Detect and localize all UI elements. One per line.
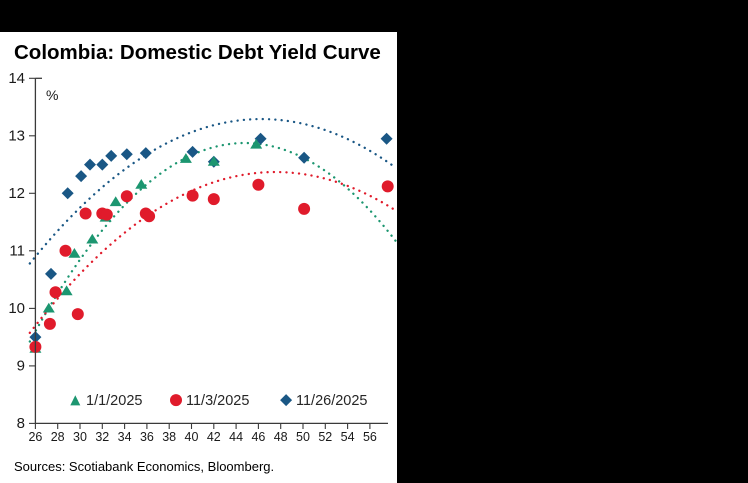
svg-text:50: 50 [296,430,310,444]
svg-text:%: % [46,87,58,103]
svg-text:34: 34 [118,430,132,444]
svg-text:38: 38 [162,430,176,444]
svg-text:44: 44 [229,430,243,444]
svg-text:26: 26 [28,430,42,444]
svg-text:9: 9 [17,358,25,375]
svg-text:14: 14 [8,70,25,87]
svg-text:13: 13 [8,128,25,145]
svg-text:28: 28 [51,430,65,444]
svg-text:30: 30 [73,430,87,444]
svg-text:40: 40 [185,430,199,444]
svg-text:11/26/2025: 11/26/2025 [296,393,368,409]
svg-text:42: 42 [207,430,221,444]
svg-text:36: 36 [140,430,154,444]
svg-text:11: 11 [9,243,25,260]
svg-text:12: 12 [8,185,25,202]
svg-text:56: 56 [363,430,377,444]
svg-text:46: 46 [251,430,265,444]
svg-text:11/3/2025: 11/3/2025 [186,393,249,409]
svg-text:32: 32 [95,430,109,444]
svg-text:1/1/2025: 1/1/2025 [86,393,142,409]
svg-text:48: 48 [274,430,288,444]
svg-text:54: 54 [341,430,355,444]
svg-text:10: 10 [8,300,25,317]
svg-text:52: 52 [318,430,332,444]
svg-text:8: 8 [17,415,25,432]
